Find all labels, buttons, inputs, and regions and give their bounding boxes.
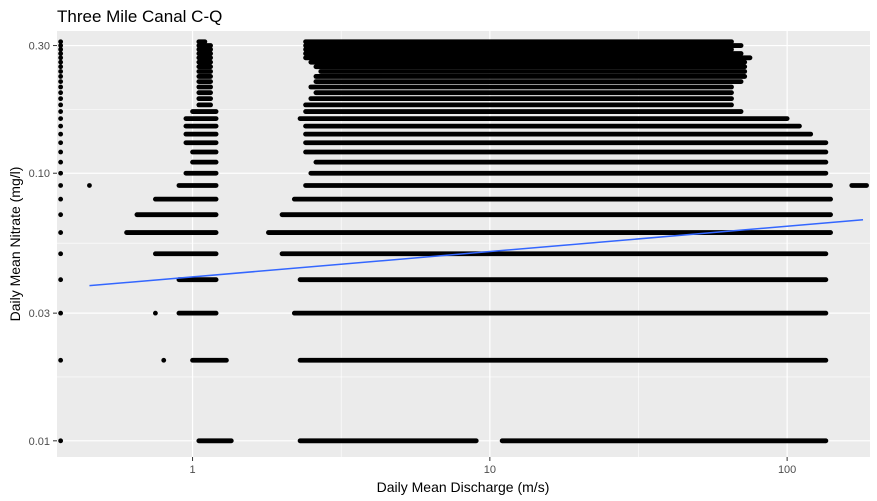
- y-tick-label: 0.30: [29, 41, 50, 53]
- data-point: [58, 55, 64, 61]
- chart-title: Three Mile Canal C-Q: [57, 7, 222, 26]
- data-point: [58, 212, 64, 218]
- data-point: [58, 43, 64, 48]
- data-point: [58, 131, 64, 137]
- data-point: [58, 102, 64, 108]
- trend-line: [89, 219, 864, 287]
- data-point: [58, 196, 64, 202]
- data-point: [58, 251, 64, 257]
- data-point: [58, 170, 64, 176]
- data-point: [58, 90, 64, 96]
- data-point: [58, 64, 64, 70]
- data-point: [58, 51, 64, 56]
- data-point: [161, 357, 167, 363]
- x-axis-ticks: 1 10 100: [189, 457, 796, 476]
- data-point: [58, 140, 64, 146]
- data-point: [58, 438, 64, 444]
- data-point: [58, 84, 64, 90]
- x-axis-label: Daily Mean Discharge (m/s): [377, 479, 550, 495]
- y-tick-label: 0.10: [29, 168, 50, 180]
- data-point: [58, 74, 64, 79]
- data-point: [58, 39, 64, 45]
- data-point: [58, 69, 64, 74]
- data-point: [58, 183, 64, 188]
- data-point: [58, 230, 64, 235]
- data-points: [58, 39, 869, 444]
- data-point: [58, 116, 64, 121]
- data-point: [58, 149, 64, 155]
- data-point: [153, 310, 158, 316]
- y-axis-label: Daily Mean Nitrate (mg/l): [7, 167, 23, 322]
- data-point: [58, 59, 64, 65]
- x-tick-label: 100: [778, 464, 796, 476]
- x-tick-label: 10: [484, 464, 496, 476]
- data-point: [58, 357, 64, 363]
- y-tick-label: 0.03: [29, 308, 50, 320]
- y-axis-ticks: 0.01 0.03 0.10 0.30: [29, 41, 57, 448]
- data-point: [58, 310, 64, 316]
- data-point: [58, 47, 64, 52]
- x-tick-label: 1: [189, 464, 195, 476]
- data-point: [58, 277, 64, 283]
- data-point: [58, 96, 64, 102]
- y-tick-label: 0.01: [29, 436, 50, 448]
- data-point: [58, 123, 64, 129]
- data-point: [58, 159, 64, 165]
- data-point: [58, 79, 64, 84]
- data-point: [87, 183, 92, 188]
- data-point: [58, 109, 64, 114]
